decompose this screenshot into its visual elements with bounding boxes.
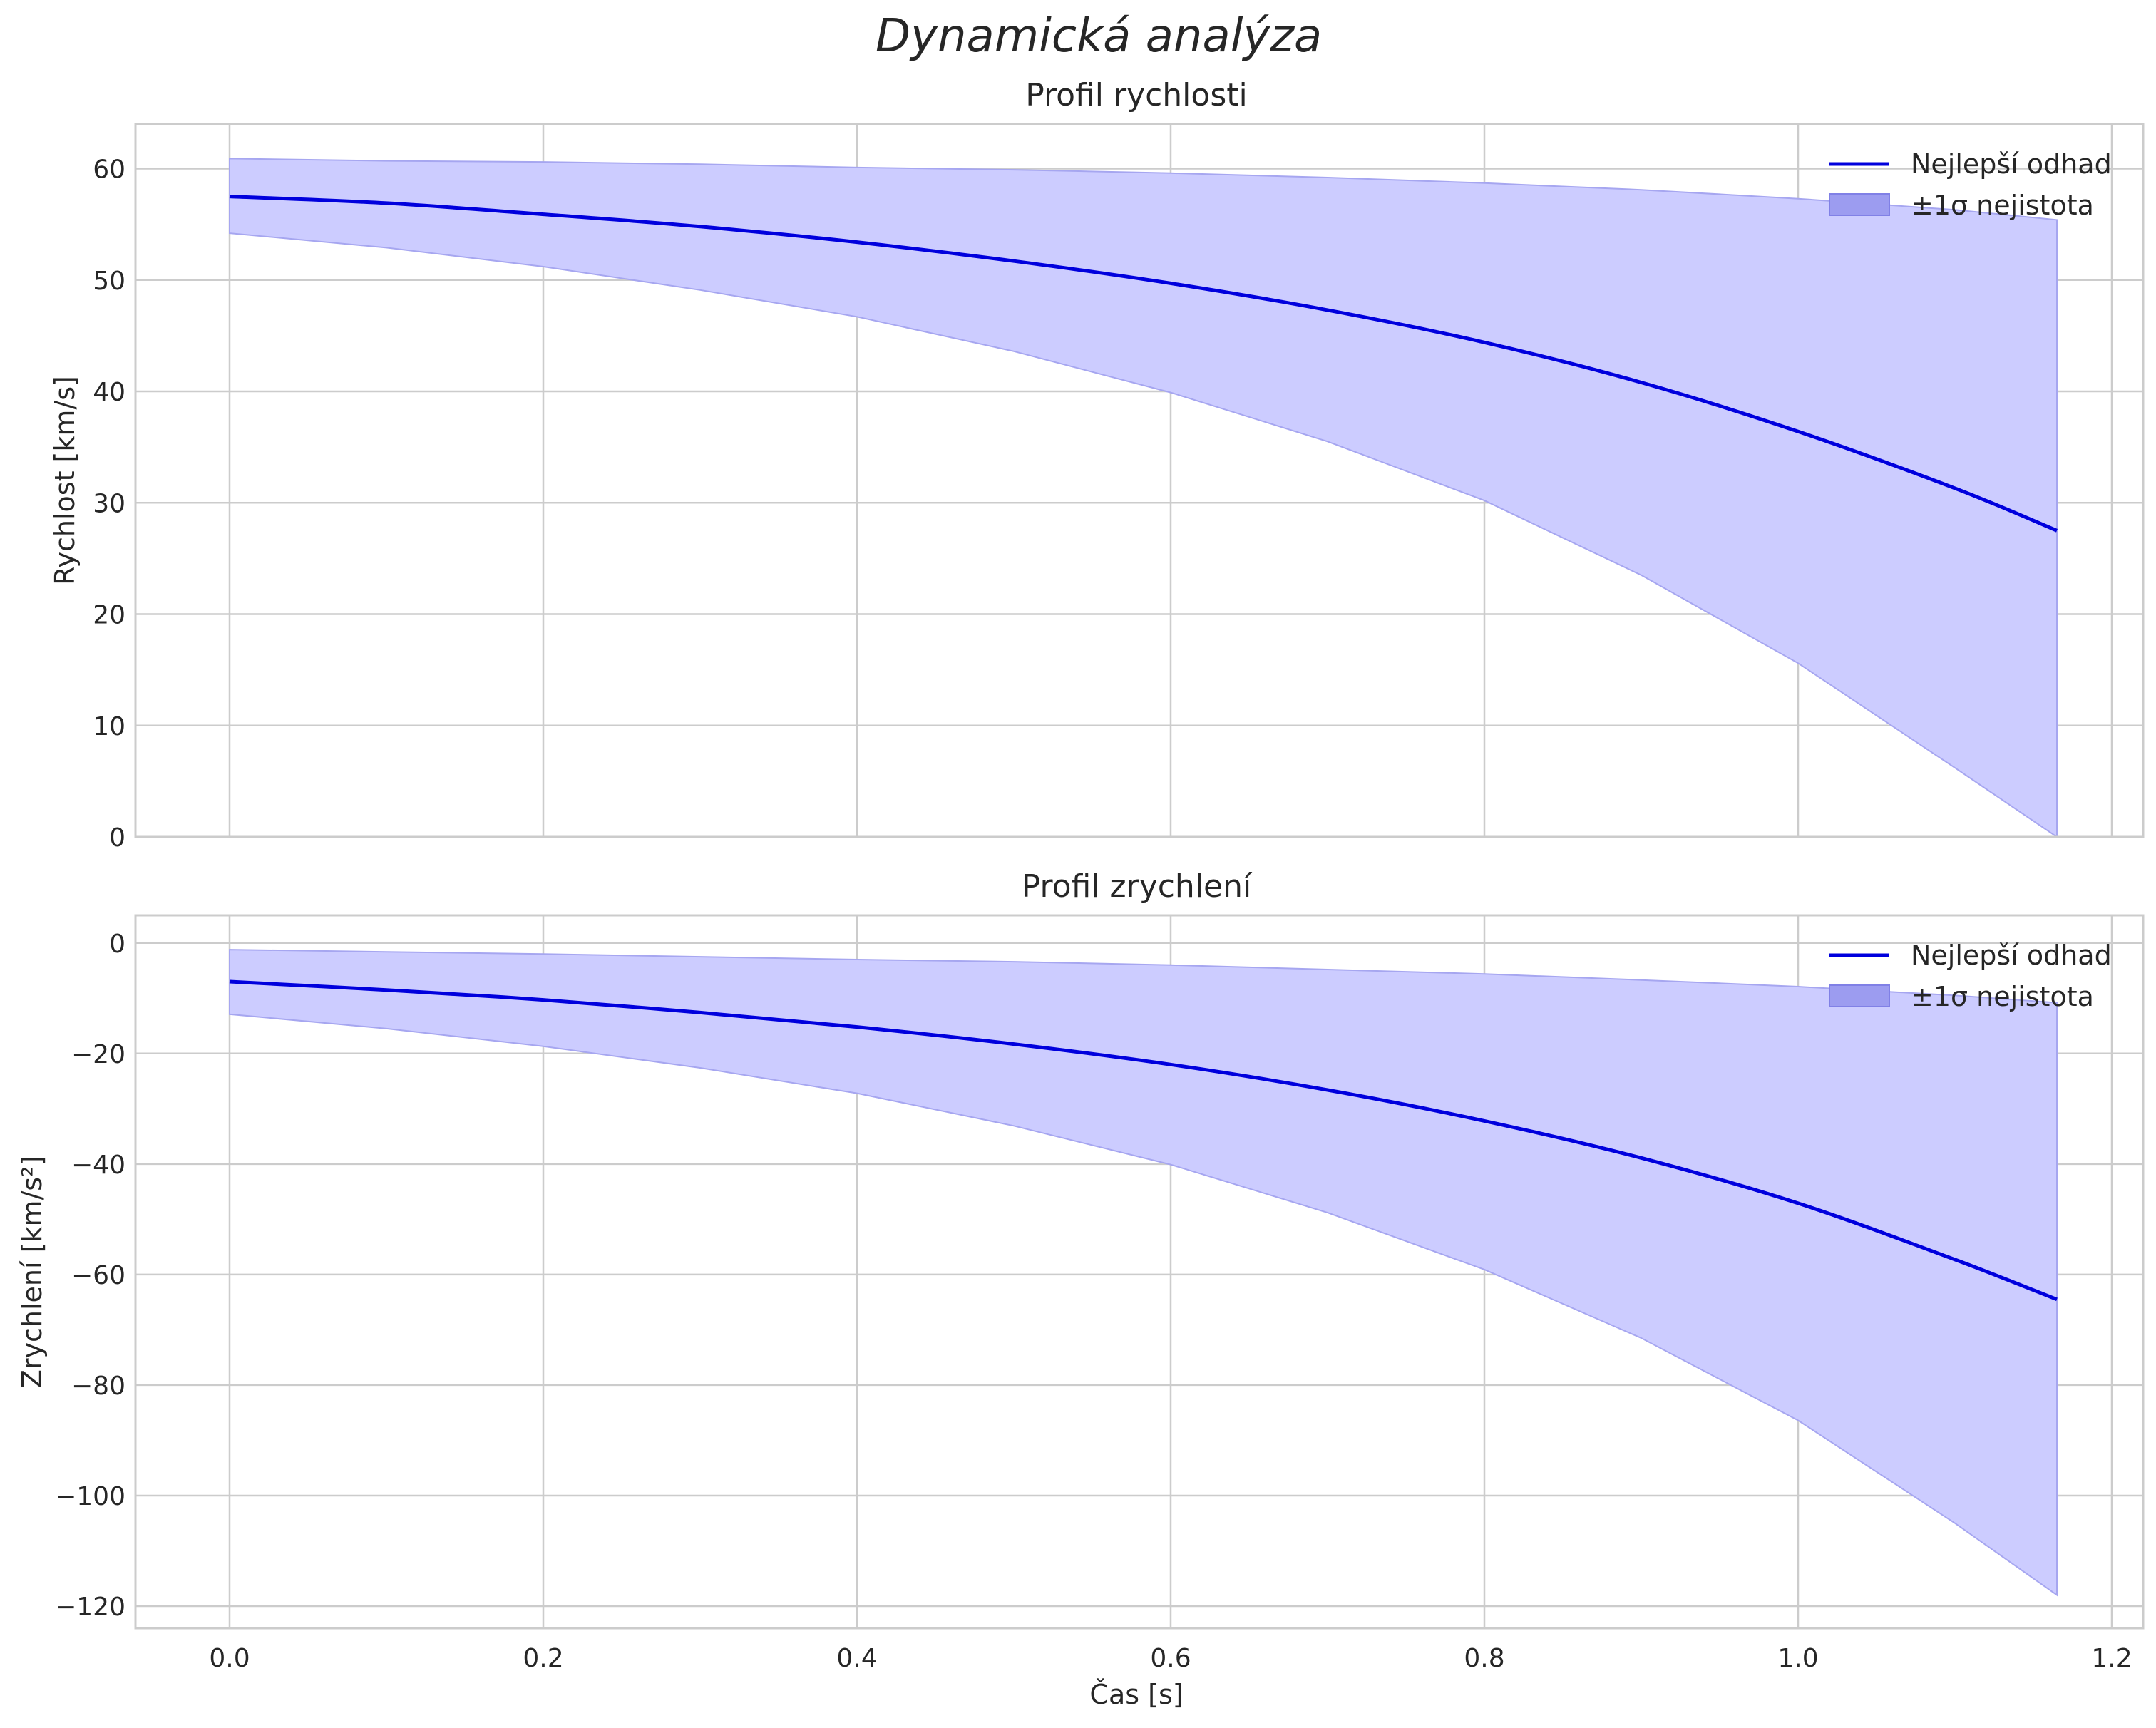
velocity-legend-band-swatch <box>1829 193 1890 216</box>
velocity-plot-frame <box>134 123 2145 838</box>
velocity-best-estimate-line <box>229 195 2058 533</box>
velocity-legend-line-label: Nejlepší odhad <box>1911 148 2112 180</box>
acceleration-xtick-label-5: 1.0 <box>1777 1644 1818 1673</box>
velocity-ytick-label-4: 40 <box>93 378 125 407</box>
acceleration-uncertainty-band <box>229 949 2058 1597</box>
acceleration-ytick-label-5: −100 <box>55 1482 125 1511</box>
velocity-band-area <box>229 158 2058 838</box>
acceleration-legend: Nejlepší odhad ±1σ nejistota <box>1829 940 2112 1012</box>
acceleration-ytick-label-0: 0 <box>109 930 125 959</box>
acceleration-x-ticks: 0.0 0.2 0.4 0.6 0.8 1.0 1.2 <box>209 1644 2132 1673</box>
acceleration-xtick-label-4: 0.8 <box>1464 1644 1504 1673</box>
velocity-series-line <box>229 195 2058 533</box>
acceleration-ytick-label-1: −20 <box>71 1040 125 1069</box>
figure-suptitle: Dynamická analýza <box>876 10 1322 63</box>
acceleration-xtick-label-1: 0.2 <box>523 1644 563 1673</box>
velocity-y-ticks: 0 10 20 30 40 50 60 <box>93 155 125 853</box>
acceleration-legend-band-swatch <box>1829 984 1890 1007</box>
velocity-legend-band-label: ±1σ nejistota <box>1911 190 2094 221</box>
acceleration-plot-frame <box>134 914 2145 1630</box>
velocity-legend: Nejlepší odhad ±1σ nejistota <box>1829 148 2112 221</box>
acceleration-legend-line-label: Nejlepší odhad <box>1911 940 2112 971</box>
velocity-chart: 0 10 20 30 40 50 60 Profil rychlosti Rychlost … <box>49 77 2145 853</box>
velocity-uncertainty-band <box>229 158 2058 838</box>
acceleration-y-ticks: 0 −20 −40 −60 −80 −100 −120 <box>55 930 125 1622</box>
acceleration-best-estimate-line <box>229 979 2058 1302</box>
velocity-chart-title: Profil rychlosti <box>1025 77 1247 113</box>
velocity-y-axis-label: Rychlost [km/s] <box>49 376 81 585</box>
acceleration-x-axis-label: Čas [s] <box>1089 1679 1183 1710</box>
acceleration-xtick-label-3: 0.6 <box>1150 1644 1191 1673</box>
acceleration-series-line <box>229 979 2058 1302</box>
acceleration-ytick-label-4: −80 <box>71 1372 125 1401</box>
acceleration-y-axis-label: Zrychlení [km/s²] <box>16 1156 48 1388</box>
acceleration-legend-band-label: ±1σ nejistota <box>1911 981 2094 1012</box>
acceleration-xtick-label-6: 1.2 <box>2091 1644 2132 1673</box>
velocity-ytick-label-2: 20 <box>93 601 125 630</box>
velocity-ytick-label-1: 10 <box>93 712 125 741</box>
acceleration-ytick-label-3: −60 <box>71 1261 125 1290</box>
velocity-frame-rect <box>134 123 2145 838</box>
acceleration-xtick-label-2: 0.4 <box>836 1644 877 1673</box>
acceleration-ytick-label-2: −40 <box>71 1151 125 1180</box>
acceleration-chart: 0.0 0.2 0.4 0.6 0.8 1.0 1.2 0 −20 −40 −60 −80 −100 −… <box>16 868 2145 1710</box>
acceleration-band-area <box>229 949 2058 1597</box>
velocity-ytick-label-3: 30 <box>93 489 125 518</box>
velocity-ytick-label-5: 50 <box>93 267 125 296</box>
acceleration-xtick-label-0: 0.0 <box>209 1644 250 1673</box>
acceleration-frame-rect <box>134 914 2145 1630</box>
velocity-ytick-label-0: 0 <box>109 823 125 853</box>
acceleration-ytick-label-6: −120 <box>55 1593 125 1622</box>
acceleration-chart-title: Profil zrychlení <box>1022 868 1253 905</box>
velocity-ytick-label-6: 60 <box>93 155 125 185</box>
